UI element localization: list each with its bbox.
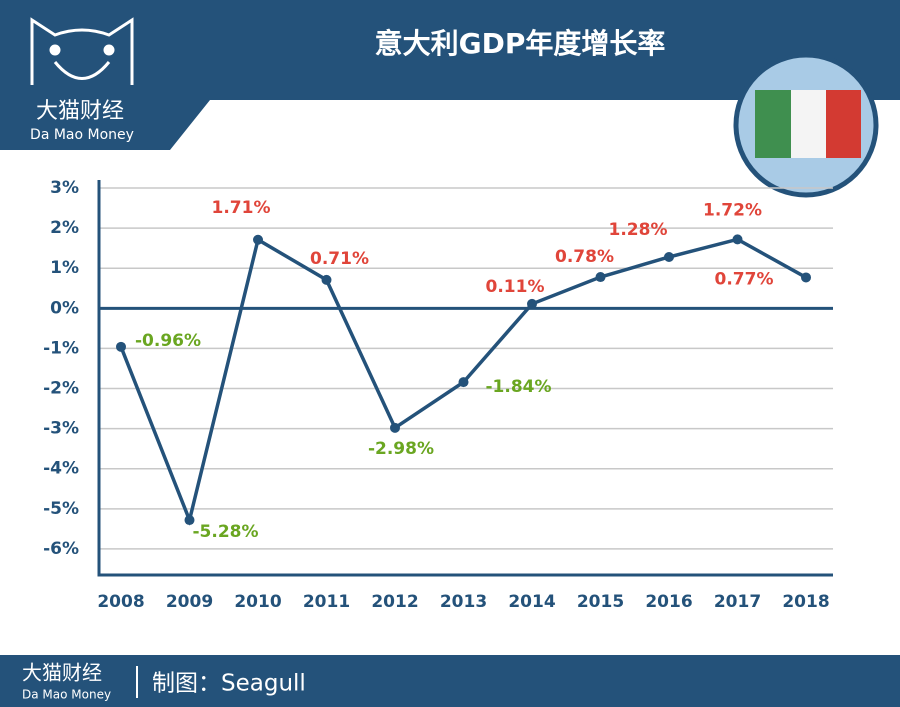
y-tick-label: 2%: [50, 218, 79, 238]
data-point: [184, 515, 195, 526]
data-point: [390, 422, 400, 433]
x-tick-label: 2016: [645, 592, 692, 612]
x-tick-label: 2018: [782, 592, 829, 612]
y-tick-label: 1%: [50, 258, 79, 278]
data-label: -2.98%: [368, 439, 434, 459]
y-tick-label: -4%: [43, 459, 79, 479]
data-label: -1.84%: [486, 377, 552, 397]
footer-logo-name-en: Da Mao Money: [22, 688, 111, 702]
data-point: [595, 272, 606, 283]
x-tick-label: 2009: [166, 592, 213, 612]
x-tick-label: 2017: [714, 592, 761, 612]
plot: 3% 2% 1% 0% -1% -2% -3% -4% -5% -6% 2008 2009 2010 20…: [43, 178, 833, 612]
data-point: [801, 272, 811, 283]
data-point: [732, 234, 743, 245]
data-label: -5.28%: [193, 522, 259, 542]
logo-name: 大猫财经: [36, 99, 124, 124]
data-label: 1.28%: [609, 220, 668, 240]
x-tick-label: 2014: [508, 592, 555, 612]
data-point: [253, 234, 263, 245]
y-tick-label: -2%: [43, 379, 79, 399]
data-label: 0.78%: [555, 247, 614, 267]
data-point: [321, 274, 332, 285]
header-band: [0, 0, 900, 150]
x-tick-label: 2010: [234, 592, 281, 612]
logo-icon: [30, 17, 134, 85]
y-tick-label: -3%: [43, 419, 79, 439]
data-point: [527, 298, 537, 309]
data-label: 0.11%: [486, 277, 545, 297]
x-tick-label: 2015: [577, 592, 624, 612]
data-point: [116, 341, 126, 352]
x-tick-label: 2012: [371, 592, 418, 612]
x-tick-label: 2011: [303, 592, 350, 612]
x-tick-label: 2008: [97, 592, 144, 612]
chart-title: 意大利GDP年度增长率: [375, 27, 666, 60]
y-tick-label: 0%: [50, 298, 79, 318]
data-label: 0.71%: [310, 249, 369, 269]
data-label: 1.71%: [212, 198, 271, 218]
data-point: [458, 377, 469, 388]
y-tick-label: -6%: [43, 539, 79, 559]
x-tick-label: 2013: [440, 592, 487, 612]
data-label: 1.72%: [703, 200, 762, 220]
data-label: -0.96%: [135, 331, 201, 351]
footer-credit: 制图：Seagull: [152, 671, 306, 697]
y-tick-label: -1%: [43, 338, 79, 358]
logo-name-en: Da Mao Money: [30, 127, 134, 143]
data-point: [664, 251, 674, 262]
y-tick-label: -5%: [43, 499, 79, 519]
footer-logo-name: 大猫财经: [22, 661, 102, 685]
y-tick-label: 3%: [50, 178, 79, 198]
data-label: 0.77%: [715, 269, 774, 289]
flag-badge: [733, 52, 879, 198]
footer-band: [0, 655, 900, 707]
